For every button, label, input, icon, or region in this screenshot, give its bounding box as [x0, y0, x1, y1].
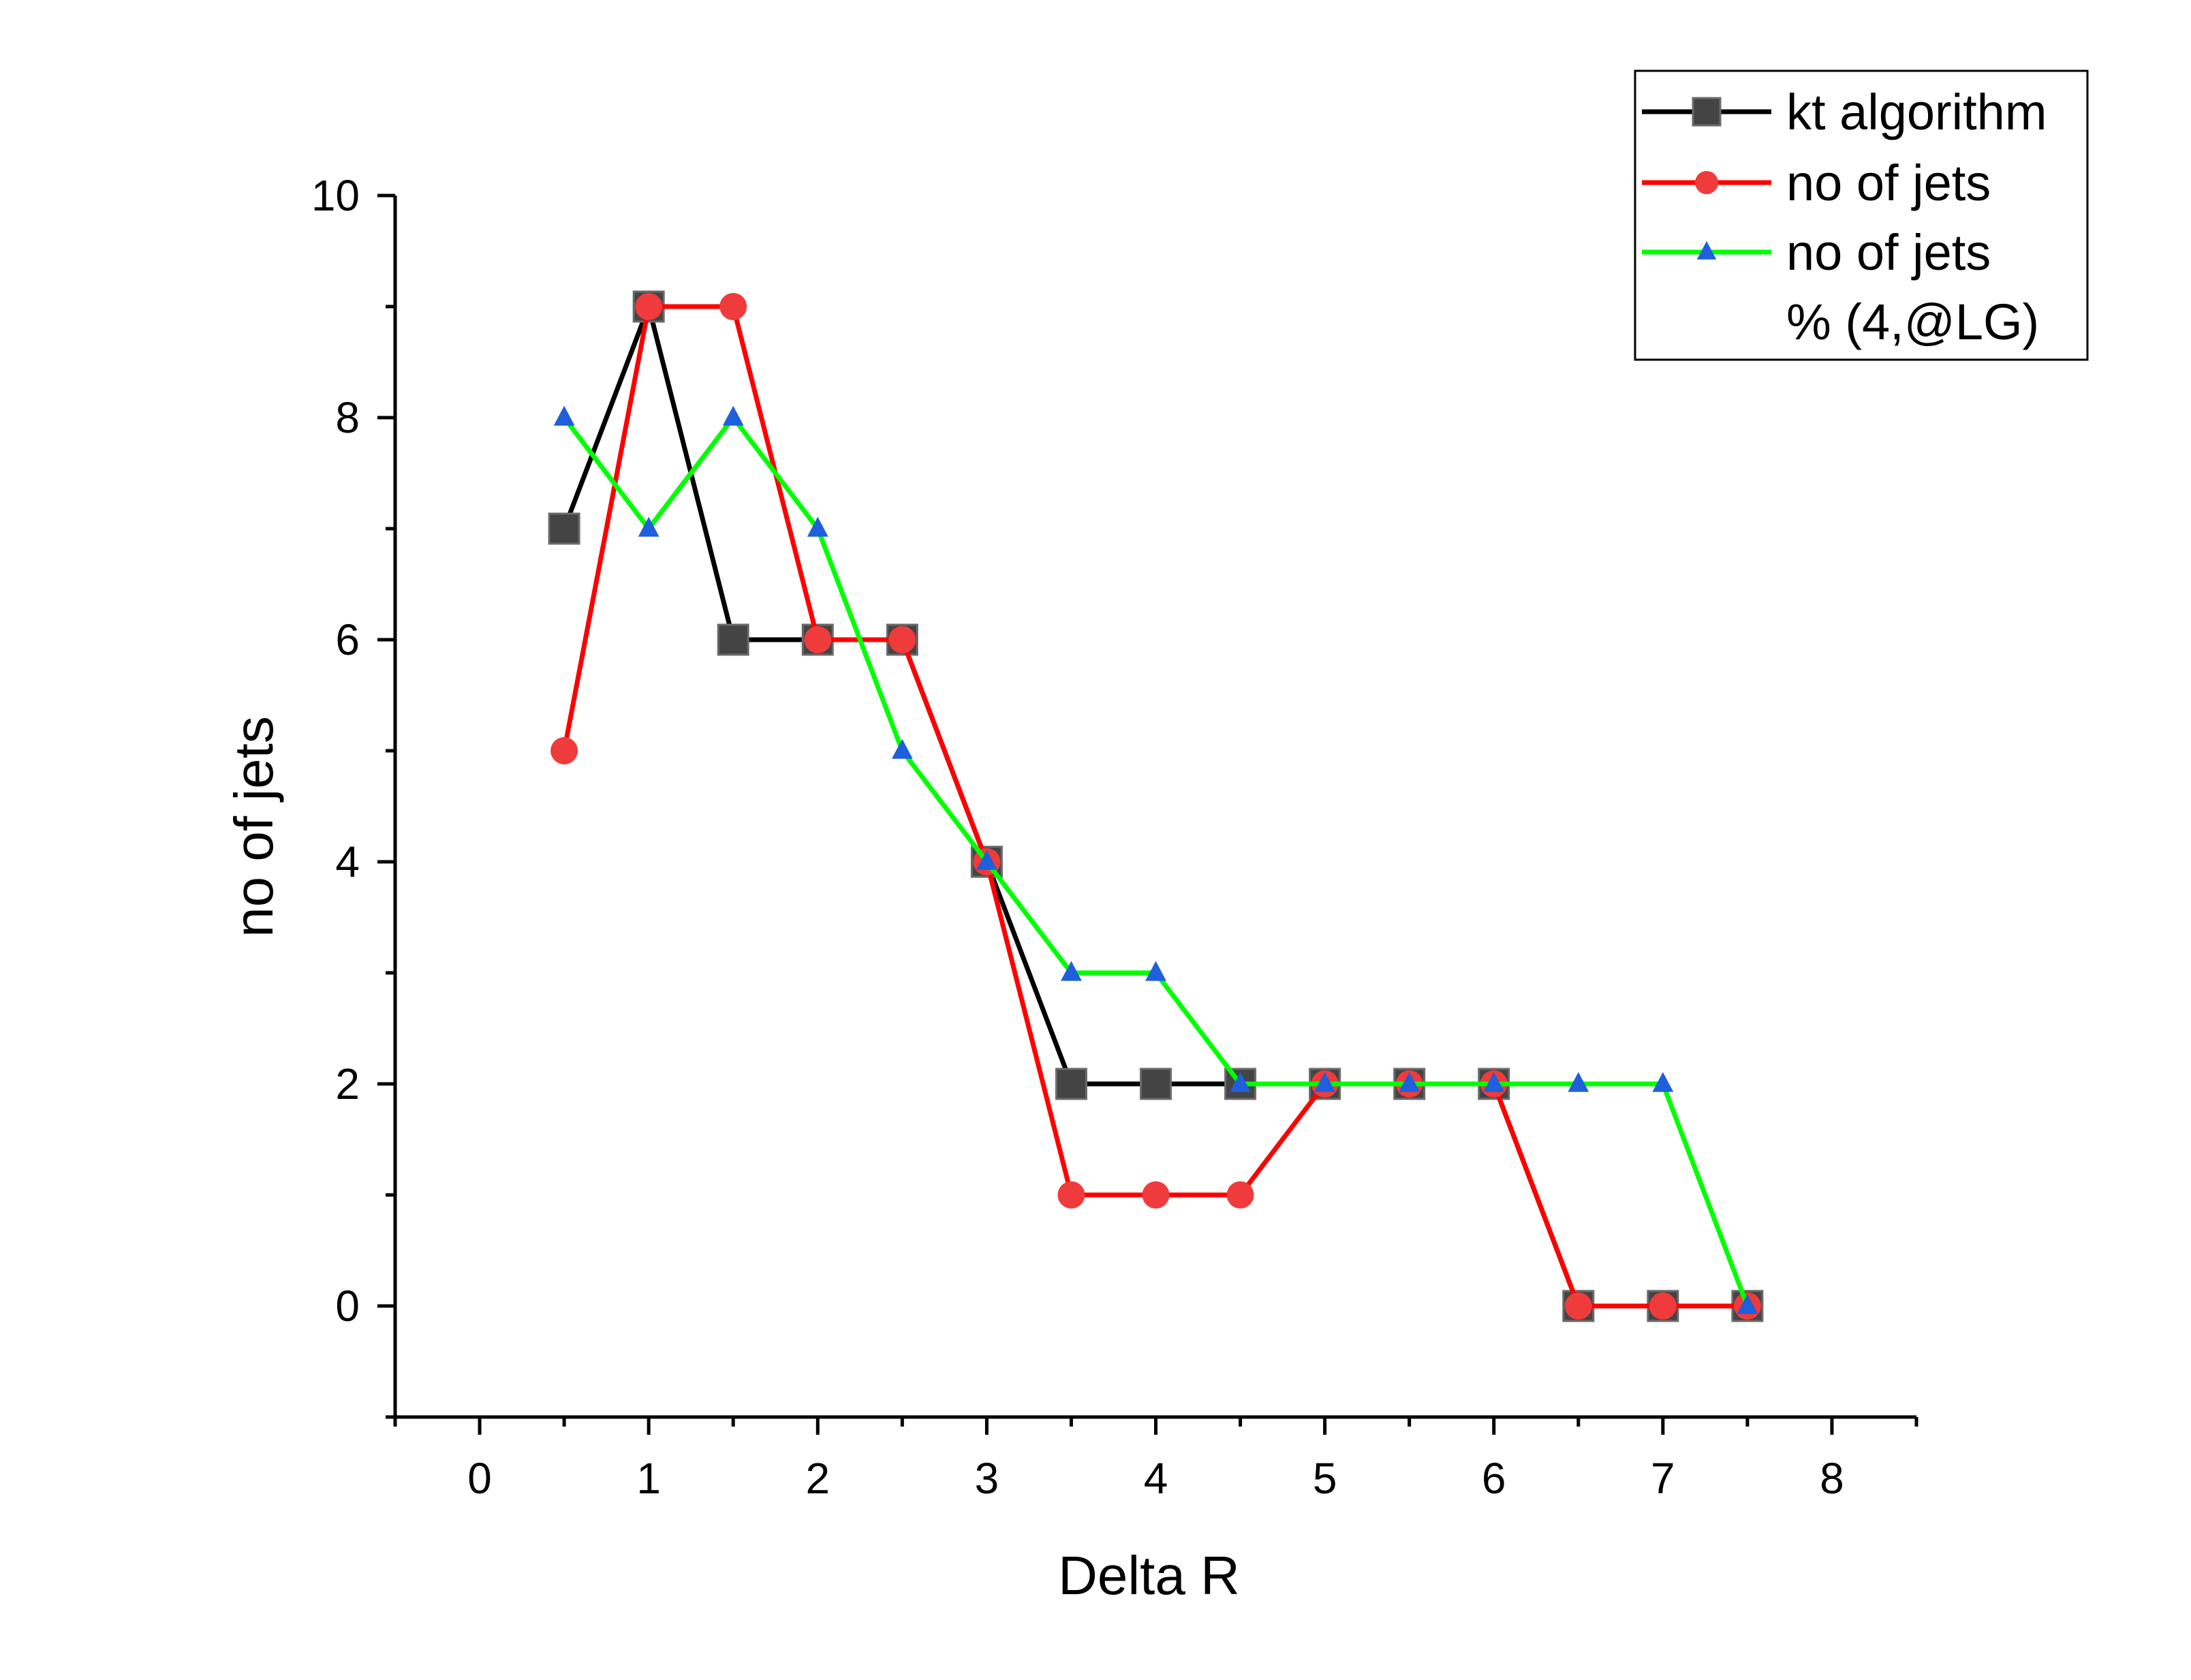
x-tick-label: 1 [636, 1454, 661, 1503]
legend-label-3-line2: % (4,@LG) [1786, 294, 2039, 350]
x-tick-label: 8 [1820, 1454, 1844, 1503]
series-1 [548, 290, 1764, 1322]
series-3-point [722, 405, 744, 426]
series-1-point [548, 512, 580, 545]
y-tick-label: 8 [335, 393, 360, 442]
x-tick-label: 3 [975, 1454, 999, 1503]
series-3-point [976, 850, 997, 870]
series-3-point [1145, 961, 1166, 981]
y-axis-title: no of jets [223, 716, 284, 937]
y-tick-label: 4 [335, 837, 360, 886]
series-1-point [1140, 1068, 1172, 1100]
y-tick-label: 10 [311, 171, 360, 220]
series-3-point [1737, 1294, 1758, 1314]
x-tick-label: 4 [1144, 1454, 1168, 1503]
series-3-point [638, 516, 659, 537]
series-3 [553, 405, 1758, 1314]
series-2-point [1649, 1292, 1677, 1320]
legend-marker-2 [1695, 171, 1718, 194]
x-tick-label: 5 [1313, 1454, 1337, 1503]
legend-marker-1 [1692, 97, 1722, 127]
legend-label-1: kt algorithm [1786, 84, 2047, 140]
legend-label-2: no of jets [1786, 155, 1991, 211]
series-3-point [891, 738, 913, 759]
series-2-point [1057, 1181, 1085, 1209]
series-3-point [1568, 1072, 1589, 1092]
series-3-line [562, 415, 1750, 1307]
series-2-point [635, 293, 663, 320]
axes: 0 1 2 3 4 5 6 7 8 0 2 4 6 8 10 Delta R no of jets [223, 171, 1918, 1606]
x-tick-label: 2 [805, 1454, 830, 1503]
series-2-line [561, 304, 1747, 1309]
series-3-point [1652, 1072, 1674, 1092]
x-tick-label: 0 [467, 1454, 492, 1503]
series-3-point [1230, 1072, 1251, 1092]
legend: kt algorithm no of jets no of jets % (4,@LG… [1634, 69, 2089, 361]
legend-label-3: no of jets [1786, 224, 1991, 281]
series-2-point [1142, 1181, 1170, 1209]
x-tick-label: 7 [1651, 1454, 1675, 1503]
x-axis-title: Delta R [1058, 1545, 1240, 1606]
series-1-point [1055, 1068, 1087, 1100]
series-3-point [807, 516, 828, 537]
series-2-point [888, 626, 916, 653]
series-1-line [561, 304, 1747, 1309]
series-2-point [1226, 1181, 1254, 1209]
y-tick-label: 0 [335, 1281, 360, 1331]
legend-marker-3 [1696, 240, 1717, 260]
series-2-point [1564, 1292, 1592, 1320]
series-2-point [804, 626, 832, 653]
series-3-point [1061, 961, 1082, 981]
series-2-point [719, 293, 747, 320]
y-tick-label: 2 [335, 1059, 360, 1108]
plot-series [548, 290, 1764, 1322]
series-2 [550, 293, 1761, 1320]
series-2-point [550, 737, 578, 764]
series-3-point [1399, 1072, 1420, 1092]
series-1-point [717, 623, 749, 656]
series-3-point [1483, 1072, 1505, 1092]
x-tick-label: 6 [1482, 1454, 1506, 1503]
y-tick-label: 6 [335, 615, 360, 664]
series-3-point [1314, 1072, 1336, 1092]
series-3-point [553, 405, 575, 426]
